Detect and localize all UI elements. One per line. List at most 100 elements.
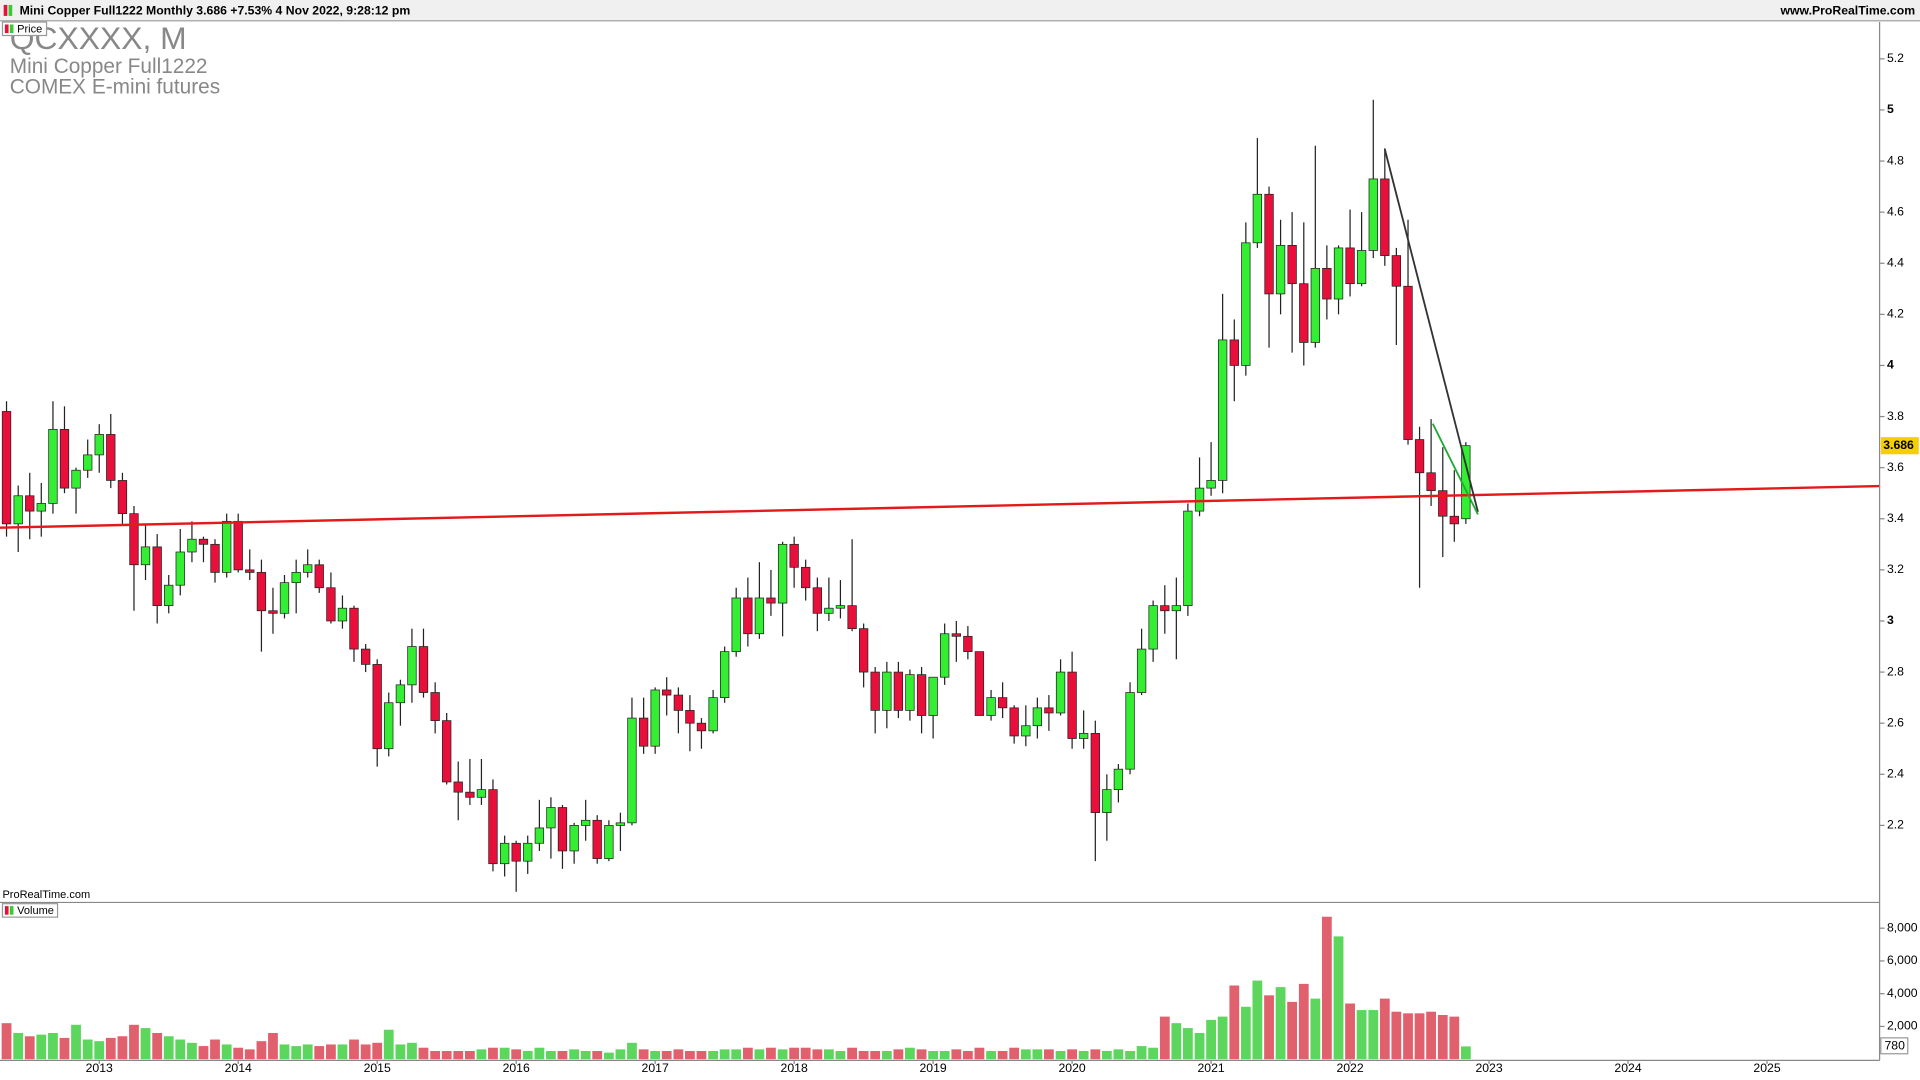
candle-body xyxy=(59,428,70,489)
candle-body xyxy=(882,671,892,711)
volume-bar xyxy=(812,1049,823,1060)
trend-line xyxy=(1431,423,1479,515)
volume-bar xyxy=(407,1042,417,1060)
volume-bar xyxy=(685,1050,695,1060)
volume-bar xyxy=(800,1047,811,1060)
candle-body xyxy=(1449,515,1459,525)
candle-body xyxy=(222,520,232,573)
candle-body xyxy=(1414,439,1425,474)
volume-bar xyxy=(777,1049,788,1060)
volume-bar xyxy=(534,1047,545,1060)
candle-body xyxy=(164,584,174,607)
candle-body xyxy=(1252,193,1263,244)
volume-bar xyxy=(453,1050,464,1060)
volume-bar xyxy=(592,1050,603,1060)
candle-body xyxy=(395,684,406,704)
candle-body xyxy=(384,702,394,750)
y-tick-label: 3.6 xyxy=(1887,460,1904,474)
candle-body xyxy=(407,646,417,686)
volume-bar xyxy=(962,1050,973,1060)
volume-bar xyxy=(719,1049,730,1060)
candle-body xyxy=(523,842,533,862)
y-tick-label: 3 xyxy=(1887,613,1894,627)
volume-bar xyxy=(1379,998,1390,1060)
y-tick-label: 2.4 xyxy=(1887,767,1904,781)
volume-bar xyxy=(1449,1016,1460,1060)
volume-bar xyxy=(847,1047,857,1060)
candle-body xyxy=(187,538,197,553)
candle-body xyxy=(604,825,614,859)
candle-body xyxy=(1356,250,1367,285)
volume-bar xyxy=(1101,1050,1112,1060)
volume-bar xyxy=(418,1047,429,1060)
volume-bar xyxy=(244,1049,255,1060)
candle-body xyxy=(326,587,336,622)
y-tick-label: 2.6 xyxy=(1887,715,1904,729)
candle-body xyxy=(1264,193,1274,295)
candle-body xyxy=(1125,692,1135,770)
volume-bar xyxy=(1264,995,1274,1060)
volume-bar xyxy=(1020,1049,1031,1060)
candle-body xyxy=(25,495,35,512)
candle-body xyxy=(581,819,591,826)
candle-body xyxy=(638,717,649,747)
volume-bar xyxy=(441,1050,452,1060)
volume-bar xyxy=(569,1049,580,1060)
volume-bar xyxy=(48,1032,58,1060)
volume-bar xyxy=(928,1050,939,1060)
volume-bar xyxy=(511,1049,522,1060)
volume-y-tick-label: 6,000 xyxy=(1887,953,1918,967)
volume-bar xyxy=(661,1050,672,1060)
candle-body xyxy=(1275,244,1286,295)
candle-body xyxy=(279,582,290,614)
volume-bar xyxy=(1391,1011,1402,1060)
candle-body xyxy=(905,674,915,711)
volume-bar xyxy=(1240,1006,1251,1060)
candle-body xyxy=(1021,725,1031,737)
volume-bar xyxy=(1055,1050,1066,1060)
candle-body xyxy=(117,480,128,515)
candle-body xyxy=(685,710,695,724)
candle-body xyxy=(1,411,12,525)
candle-body xyxy=(940,633,950,678)
candle-body xyxy=(1044,707,1054,714)
candle-body xyxy=(662,689,672,696)
candle-body xyxy=(361,648,371,665)
candle-body xyxy=(140,546,151,566)
x-tick-label: 2014 xyxy=(225,1061,252,1075)
candle-body xyxy=(1183,510,1193,607)
icon xyxy=(3,4,8,16)
volume-bar xyxy=(557,1050,568,1060)
chart-description: COMEX E-mini futures xyxy=(10,76,220,99)
volume-bar xyxy=(1,1023,12,1060)
candle-body xyxy=(1171,605,1181,612)
icon xyxy=(8,4,13,16)
x-tick-label: 2024 xyxy=(1614,1061,1641,1075)
volume-bar xyxy=(546,1050,556,1060)
y-tick-label: 4.4 xyxy=(1887,255,1904,269)
candle-body xyxy=(71,469,81,489)
candle-body xyxy=(337,607,348,622)
y-tick-label: 2.2 xyxy=(1887,818,1904,832)
candle-body xyxy=(835,605,846,609)
volume-bar xyxy=(742,1047,753,1060)
candle-body xyxy=(94,434,104,456)
volume-bar xyxy=(1043,1049,1054,1060)
volume-bar xyxy=(603,1052,614,1060)
volume-bar xyxy=(1113,1049,1124,1060)
x-tick-label: 2015 xyxy=(364,1061,391,1075)
y-tick-label: 4.8 xyxy=(1887,153,1904,167)
x-tick-label: 2023 xyxy=(1475,1061,1502,1075)
volume-bar xyxy=(1368,1010,1379,1060)
header-text: Mini Copper Full1222 Monthly 3.686 +7.53… xyxy=(20,3,411,17)
y-tick-label: 4.2 xyxy=(1887,307,1904,321)
candle-body xyxy=(1380,178,1390,256)
volume-bar xyxy=(1403,1013,1413,1060)
volume-bar xyxy=(59,1037,70,1060)
last-volume-box xyxy=(1880,1037,1909,1055)
y-tick-label: 3.2 xyxy=(1887,562,1904,576)
volume-bar xyxy=(360,1044,371,1060)
candle-body xyxy=(627,717,637,824)
candle-body xyxy=(1438,490,1448,517)
panel-label: Price xyxy=(17,23,42,35)
